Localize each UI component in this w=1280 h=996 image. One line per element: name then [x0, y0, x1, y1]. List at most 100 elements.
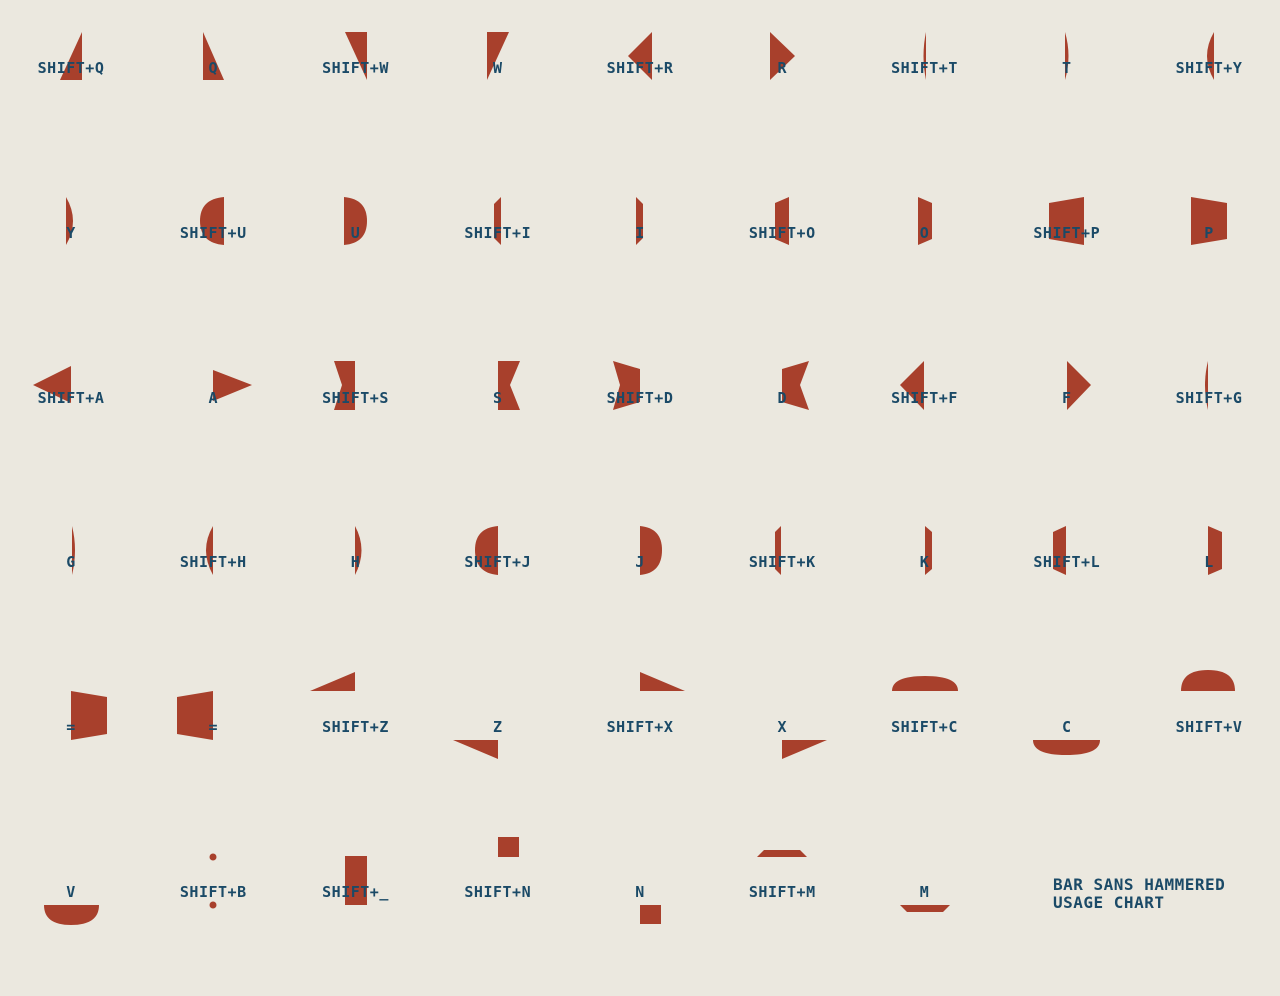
glyph-cell: G — [0, 502, 142, 666]
glyph-z — [453, 740, 498, 759]
key-label: SHIFT+O — [748, 223, 816, 242]
key-label: SHIFT+P — [1033, 223, 1101, 242]
key-label: J — [635, 553, 645, 572]
key-label: T — [1061, 59, 1072, 77]
glyph-shift-i — [494, 197, 501, 245]
key-label: SHIFT+S — [322, 388, 389, 407]
key-label: L — [1204, 553, 1214, 572]
key-label: SHIFT+Q — [37, 59, 105, 77]
key-label: G — [66, 553, 76, 572]
key-label: Q — [208, 59, 219, 77]
key-label: SHIFT+D — [606, 388, 674, 407]
glyph-shift-m — [757, 850, 807, 857]
key-label: SHIFT+L — [1033, 553, 1101, 572]
key-label: SHIFT+M — [748, 883, 816, 901]
glyph-cell: X — [711, 667, 853, 831]
glyph-shift-l — [1053, 526, 1066, 575]
key-label: H — [350, 553, 361, 572]
glyph-shift-h — [206, 526, 213, 575]
glyph-p — [1191, 197, 1227, 245]
key-label: X — [777, 718, 788, 737]
key-label: SHIFT+X — [606, 718, 674, 737]
glyph-cell: A — [142, 338, 284, 502]
glyph-equals-1 — [71, 691, 107, 740]
glyph-shift-w — [345, 32, 367, 80]
glyph-shift-y — [1207, 32, 1214, 80]
key-label: M — [919, 883, 930, 901]
key-label: V — [66, 883, 76, 901]
glyph-cell: SHIFT+F — [854, 338, 996, 502]
key-label: N — [635, 883, 645, 901]
glyph-cell: SHIFT+D — [569, 338, 711, 502]
glyph-a — [213, 370, 252, 401]
glyph-q — [203, 32, 224, 80]
key-label: SHIFT+C — [891, 718, 958, 737]
glyph-cell: SHIFT+P — [996, 173, 1138, 337]
glyph-cell: SHIFT+T — [854, 8, 996, 172]
glyph-cell: Z — [427, 667, 569, 831]
glyph-cell: = — [142, 667, 284, 831]
glyph-cell: SHIFT+C — [854, 667, 996, 831]
chart-title-line-1: BAR SANS HAMMERED — [1053, 875, 1226, 894]
glyph-shift-d — [613, 361, 640, 410]
key-label: F — [1061, 388, 1072, 407]
key-label: R — [777, 59, 788, 77]
glyph-s — [498, 361, 520, 410]
glyph-cell: SHIFT+R — [569, 8, 711, 172]
glyph-shift-p — [1049, 197, 1084, 245]
key-label: U — [350, 223, 361, 242]
key-label: SHIFT+I — [464, 223, 532, 242]
glyph-cell: SHIFT+K — [711, 502, 853, 666]
glyph-cell: I — [569, 173, 711, 337]
glyph-shift-c — [892, 676, 958, 691]
glyph-cell: SHIFT+W — [285, 8, 427, 172]
glyph-t — [1065, 32, 1069, 80]
key-label: SHIFT+B — [179, 883, 247, 901]
glyph-h — [355, 526, 362, 575]
key-label: A — [208, 388, 219, 407]
glyph-cell: SHIFT+O — [711, 173, 853, 337]
glyph-o — [918, 197, 932, 245]
glyph-shift-u — [200, 197, 224, 245]
glyph-shift-r — [628, 32, 652, 80]
glyph-k — [925, 526, 932, 575]
key-label: SHIFT+K — [748, 553, 816, 572]
glyph-cell: SHIFT+S — [285, 338, 427, 502]
chart-title-line-2: USAGE CHART — [1053, 893, 1165, 912]
glyph-w — [487, 32, 509, 80]
glyph-cell: SHIFT+M — [711, 832, 853, 996]
glyph-cell: M — [854, 832, 996, 996]
glyph-shift-q — [60, 32, 82, 80]
glyph-v — [44, 905, 99, 925]
glyph-cell: SHIFT+B — [142, 832, 284, 996]
key-label: SHIFT+_ — [322, 883, 389, 901]
glyph-equals-2 — [177, 691, 213, 740]
glyph-shift-o — [775, 197, 789, 245]
glyph-shift-n — [498, 837, 519, 857]
glyph-shift-g — [1205, 361, 1208, 410]
glyph-shift-v — [1181, 670, 1235, 691]
key-label: SHIFT+W — [322, 59, 389, 77]
glyph-cell: SHIFT+L — [996, 502, 1138, 666]
glyph-cell: SHIFT+G — [1138, 338, 1280, 502]
key-label: C — [1061, 718, 1072, 737]
key-label: SHIFT+J — [464, 553, 532, 572]
glyph-shift-b-dot-top — [209, 853, 217, 861]
glyph-j — [640, 526, 662, 575]
glyph-cell: SHIFT+Q — [0, 8, 142, 172]
glyph-m — [900, 905, 950, 912]
glyph-cell: S — [427, 338, 569, 502]
glyph-cell: SHIFT+N — [427, 832, 569, 996]
glyph-i — [636, 197, 643, 245]
glyph-cell: SHIFT+V — [1138, 667, 1280, 831]
glyph-cell: SHIFT+A — [0, 338, 142, 502]
glyph-cell: SHIFT+_ — [285, 832, 427, 996]
glyph-g — [72, 526, 75, 575]
key-label: O — [919, 223, 930, 242]
key-label: Y — [66, 223, 76, 242]
key-label: = — [66, 718, 76, 737]
glyph-r — [770, 32, 795, 80]
key-label: SHIFT+T — [891, 59, 958, 77]
